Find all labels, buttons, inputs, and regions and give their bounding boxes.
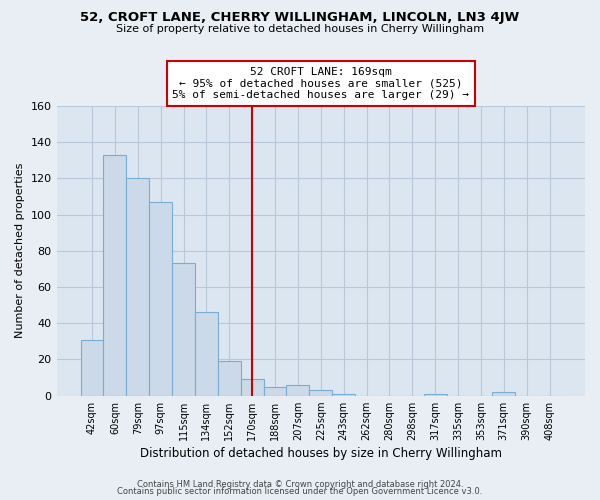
Text: Contains HM Land Registry data © Crown copyright and database right 2024.: Contains HM Land Registry data © Crown c… (137, 480, 463, 489)
Bar (493, 392, 515, 396)
Bar (127, 178, 149, 396)
Bar (218, 362, 241, 396)
Bar (424, 394, 446, 396)
Text: Contains public sector information licensed under the Open Government Licence v3: Contains public sector information licen… (118, 487, 482, 496)
Bar (263, 386, 286, 396)
Bar (80, 340, 103, 396)
Bar (310, 390, 332, 396)
Bar (332, 394, 355, 396)
Bar (103, 155, 127, 396)
X-axis label: Distribution of detached houses by size in Cherry Willingham: Distribution of detached houses by size … (140, 447, 502, 460)
Bar (149, 202, 172, 396)
Text: 52, CROFT LANE, CHERRY WILLINGHAM, LINCOLN, LN3 4JW: 52, CROFT LANE, CHERRY WILLINGHAM, LINCO… (80, 11, 520, 24)
Text: 52 CROFT LANE: 169sqm
← 95% of detached houses are smaller (525)
5% of semi-deta: 52 CROFT LANE: 169sqm ← 95% of detached … (172, 67, 469, 100)
Bar (172, 264, 195, 396)
Text: Size of property relative to detached houses in Cherry Willingham: Size of property relative to detached ho… (116, 24, 484, 34)
Bar (286, 385, 310, 396)
Bar (195, 312, 218, 396)
Y-axis label: Number of detached properties: Number of detached properties (15, 163, 25, 338)
Bar (241, 380, 263, 396)
